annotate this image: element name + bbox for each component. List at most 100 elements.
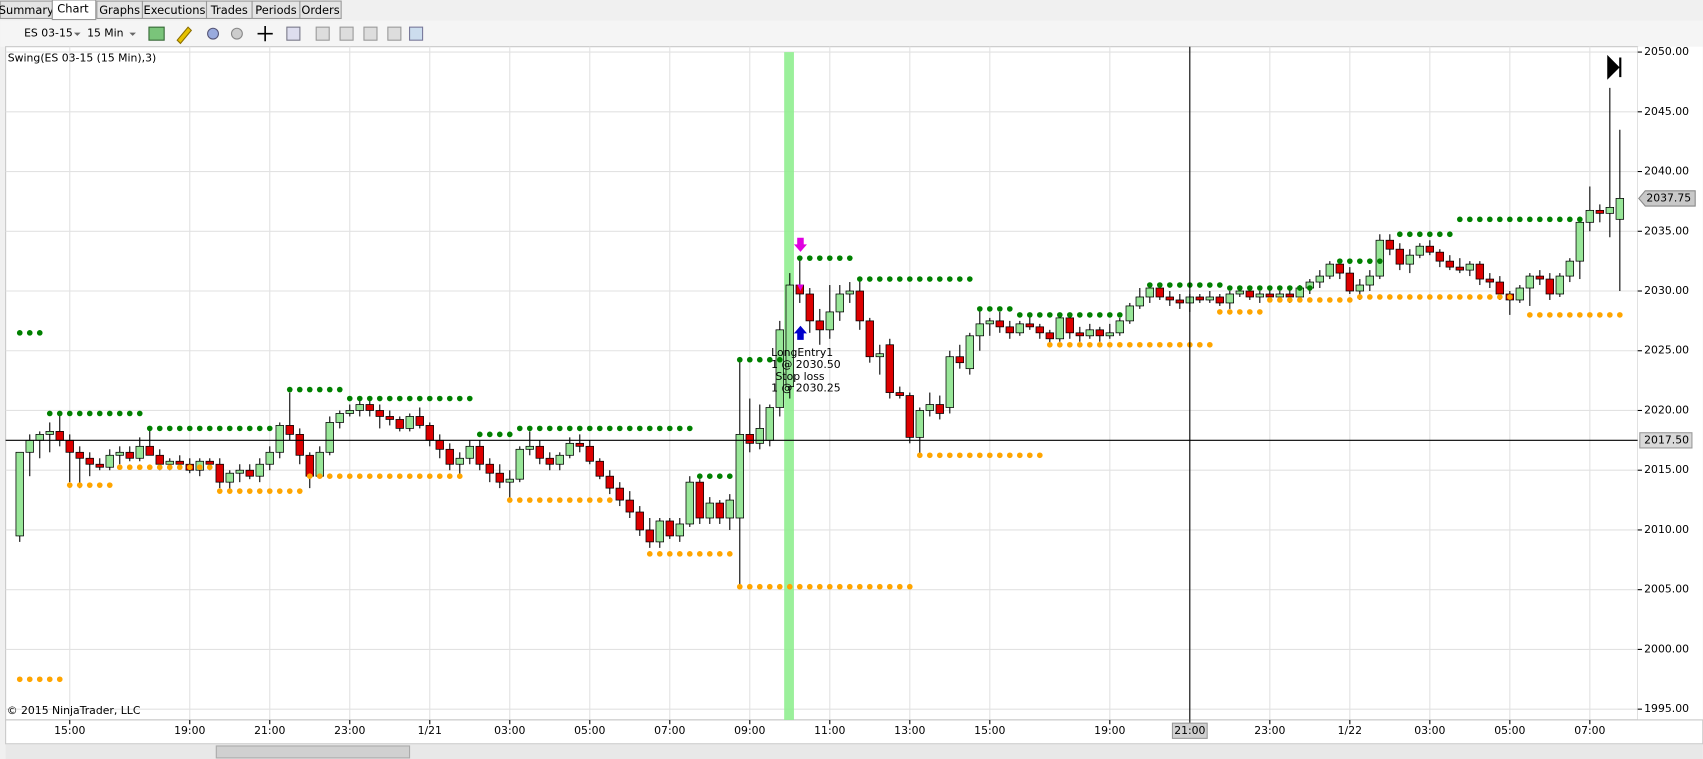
tool-button[interactable] [315,26,330,41]
tab[interactable] [299,0,342,20]
tool-button[interactable] [230,27,243,40]
candle-body [995,320,1004,328]
candle-body [105,454,114,468]
swing-dot [406,395,413,402]
tool-button[interactable] [207,27,219,40]
candle-body [35,433,44,441]
scroll-to-end-button[interactable] [1607,54,1622,80]
tab-label[interactable]: Orders [301,3,339,17]
swing-dot [326,386,333,393]
swing-dot [496,431,503,438]
candle-body [1475,263,1485,280]
swing-dot [196,425,203,432]
swing-dot [1547,312,1553,318]
swing-dot [1457,294,1463,300]
x-tick-label: 07:00 [1574,724,1605,737]
tab-label[interactable]: Trades [210,3,248,17]
tab-label[interactable]: Graphs [99,3,140,17]
swing-dot [686,551,693,557]
swing-dot [1487,216,1493,223]
x-tick-label: 15:00 [54,724,85,737]
swing-dot [396,395,403,402]
swing-dot [906,583,913,590]
swing-dot [146,464,153,471]
swing-dot [1236,309,1243,315]
candle-body [955,356,964,364]
swing-dot [1567,312,1573,318]
swing-dot [446,473,453,480]
candle-body [415,416,424,426]
candle-body [435,439,444,450]
swing-dot [256,488,263,494]
chart-style-button[interactable] [148,26,165,41]
swing-dot [226,488,233,494]
tool-button[interactable] [339,26,354,41]
instrument-selector[interactable]: ES 03-15 [24,27,73,40]
swing-dot [596,497,603,503]
drawing-tool-button[interactable] [176,26,193,45]
swing-dot [1567,216,1573,223]
scrollbar-thumb[interactable] [215,745,411,759]
candle-body [1335,263,1345,274]
swing-dot [1036,452,1043,459]
crosshair-button[interactable] [257,26,273,42]
candle-body [1265,293,1274,298]
dropdown-arrow[interactable] [129,32,136,36]
candle-body [1605,206,1615,214]
candle-body [165,460,174,465]
candle-body [325,422,334,453]
candle-body [895,392,904,396]
tab-label[interactable]: Chart [57,2,89,16]
swing-dot [456,395,463,402]
tool-button[interactable] [409,26,424,41]
tab-active[interactable] [51,0,97,21]
swing-dot [1517,216,1523,223]
scrollbar[interactable] [5,744,1703,759]
swing-dot [216,488,223,494]
dropdown-arrow[interactable] [74,32,81,36]
swing-dot [1226,285,1233,291]
tab-label[interactable]: Summary [0,3,54,17]
swing-dot [846,583,853,590]
tab-label[interactable]: Executions [144,3,206,17]
swing-dot [1136,341,1143,348]
candle-body [525,445,534,450]
candle-body [1385,239,1395,250]
swing-dot [1286,285,1293,291]
tab-label[interactable]: Periods [255,3,297,17]
candle-body [835,293,844,313]
x-tick-label: 1/22 [1338,724,1362,737]
swing-dot [406,473,413,480]
swing-dot [1256,309,1263,315]
candle-body [235,469,244,474]
candle-body [945,356,954,408]
swing-dot [586,425,593,432]
tool-button[interactable] [387,26,402,41]
candle-body [1045,332,1054,340]
candle-body [395,419,404,429]
candle-body [1225,293,1234,304]
swing-dot [1266,285,1273,291]
candle-body [815,320,824,331]
swing-dot [316,386,323,393]
candle-body [95,463,104,468]
candle-body [1405,254,1415,265]
candle-body [635,511,644,531]
candle-body [695,481,704,519]
period-selector[interactable]: 15 Min [87,27,124,40]
swing-dot [506,497,513,503]
swing-dot [126,464,133,471]
candle-body [1435,251,1445,262]
candle-body [445,448,454,465]
x-tick-label: 19:00 [1094,724,1125,737]
swing-dot [236,425,243,432]
zoom-button[interactable] [286,26,301,41]
swing-dot [666,551,673,557]
candle-body [1255,293,1264,298]
swing-dot [976,452,983,459]
tool-button[interactable] [363,26,378,41]
swing-dot [366,395,373,402]
candle-body [1245,290,1254,298]
candle-body [1355,284,1365,292]
swing-dot [1016,452,1023,459]
